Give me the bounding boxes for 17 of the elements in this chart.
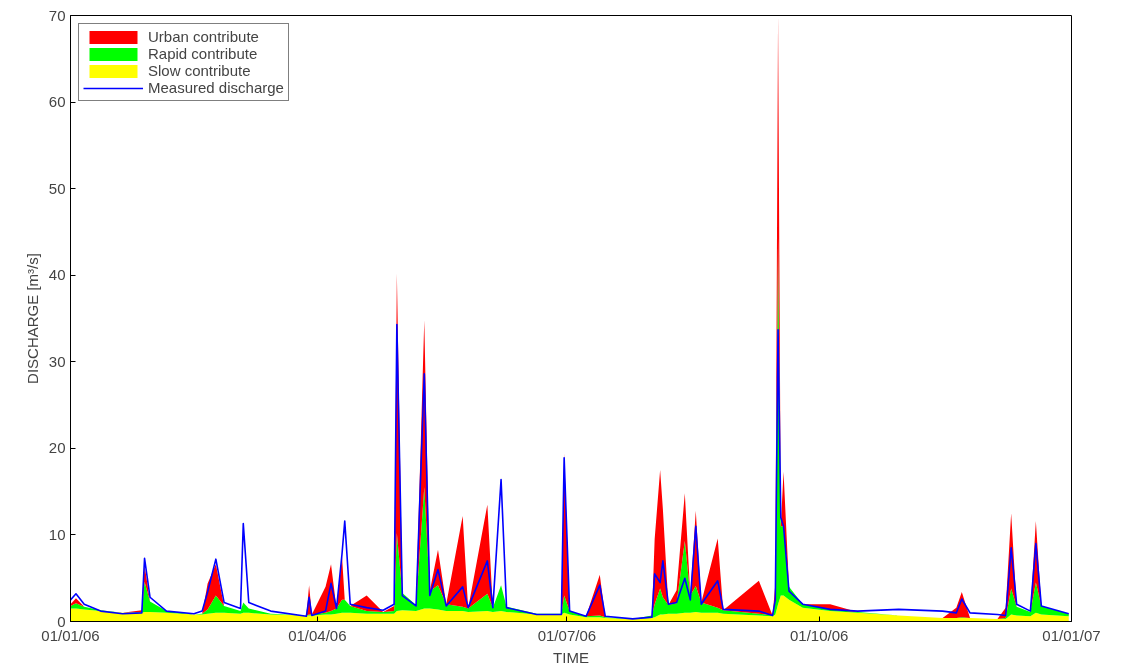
legend-label: Urban contribute — [148, 28, 259, 45]
x-axis-title: TIME — [553, 648, 589, 666]
y-axis-title: DISCHARGE [m³/s] — [23, 253, 41, 384]
y-tick-label: 60 — [48, 93, 66, 111]
x-tick-label: 01/07/06 — [537, 626, 597, 644]
legend-label: Measured discharge — [148, 79, 284, 96]
legend-label: Slow contribute — [148, 62, 251, 79]
y-tick-label: 40 — [48, 266, 66, 284]
x-tick-label: 01/10/06 — [790, 626, 849, 644]
y-tick-label: 20 — [48, 439, 66, 457]
legend-label: Rapid contribute — [148, 45, 258, 62]
x-tick-label: 01/01/07 — [1042, 626, 1101, 644]
y-tick-label: 50 — [48, 179, 66, 197]
x-tick-label: 01/04/06 — [288, 626, 347, 644]
y-tick-label: 70 — [48, 6, 66, 24]
y-tick-label: 10 — [48, 525, 66, 543]
y-tick-label: 30 — [48, 352, 66, 370]
